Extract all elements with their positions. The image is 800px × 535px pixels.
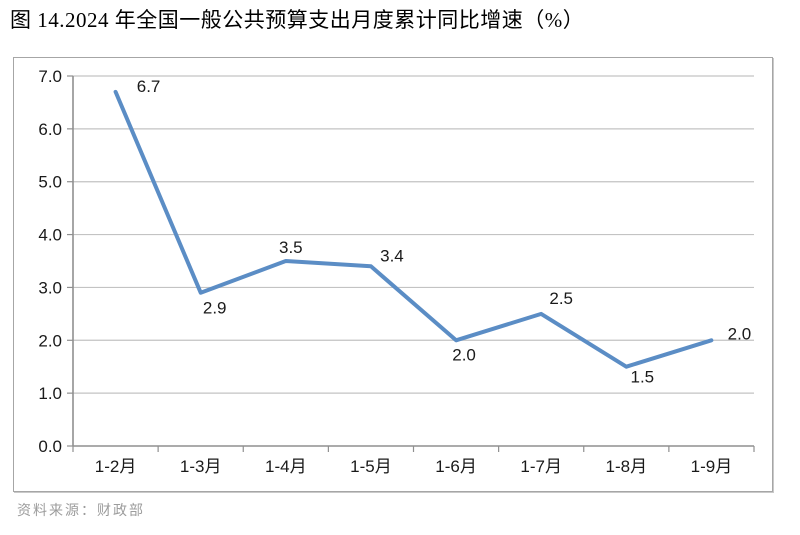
x-axis-label: 1-2月 <box>95 457 137 476</box>
data-point-label: 6.7 <box>137 77 161 96</box>
line-chart-canvas: 0.0 1.0 2.0 3.0 4.0 5.0 6.0 7.0 1-2月 1-3月 1-4月 1-5月… <box>38 67 755 476</box>
y-axis-label: 0.0 <box>38 437 62 456</box>
y-axis-label: 3.0 <box>38 278 62 297</box>
x-axis-label: 1-9月 <box>691 457 733 476</box>
data-point-label: 2.0 <box>452 345 476 364</box>
data-point-label: 2.0 <box>728 324 752 343</box>
y-axis-label: 4.0 <box>38 226 62 245</box>
data-point-label: 3.5 <box>279 238 303 257</box>
x-axis-label: 1-6月 <box>435 457 477 476</box>
y-axis-label: 6.0 <box>38 120 62 139</box>
x-axis-label: 1-3月 <box>180 457 222 476</box>
figure-title: 图 14.2024 年全国一般公共预算支出月度累计同比增速（%） <box>10 8 585 32</box>
y-axis-label: 1.0 <box>38 384 62 403</box>
y-axis-label: 5.0 <box>38 173 62 192</box>
chart-frame: 0.0 1.0 2.0 3.0 4.0 5.0 6.0 7.0 1-2月 1-3月 1-4月 1-5月… <box>13 57 773 492</box>
data-point-label: 3.4 <box>380 246 404 265</box>
x-axis-label: 1-7月 <box>520 457 562 476</box>
data-point-label: 2.9 <box>203 299 227 318</box>
x-axis-label: 1-5月 <box>350 457 392 476</box>
y-axis-label: 2.0 <box>38 331 62 350</box>
y-axis-label: 7.0 <box>38 67 62 86</box>
source-note: 资料来源：财政部 <box>17 504 145 519</box>
data-series-line <box>113 89 714 369</box>
data-point-label: 1.5 <box>630 368 654 387</box>
data-point-label: 2.5 <box>549 289 573 308</box>
x-axis-label: 1-8月 <box>606 457 648 476</box>
x-axis-label: 1-4月 <box>265 457 307 476</box>
